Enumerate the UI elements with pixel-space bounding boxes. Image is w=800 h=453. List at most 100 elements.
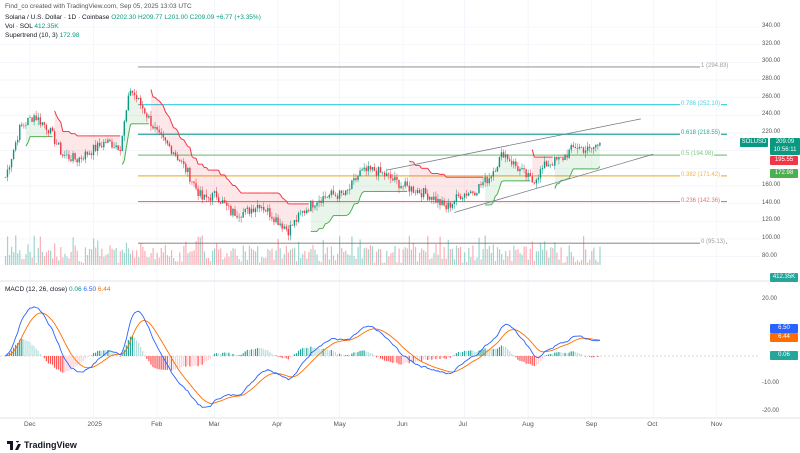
candle-body [295,220,298,222]
supertrend-fill [321,196,324,229]
candle-body [31,117,33,122]
macd-histogram-bar [177,356,179,370]
volume-bar [441,258,443,265]
volume-bar [9,255,11,265]
candle-body [207,197,210,198]
volume-bar [240,261,242,265]
macd-histogram-bar [357,351,359,356]
supertrend-fill [73,133,76,160]
macd-histogram-bar [58,356,60,370]
macd-histogram-bar [47,356,50,364]
macd-histogram-bar [156,356,158,369]
candle-body [224,200,226,203]
macd-histogram-bar [382,356,384,360]
supertrend-line [494,193,498,197]
macd-histogram-bar [263,349,265,356]
macd-histogram-bar [82,356,84,362]
supertrend-line [162,105,166,112]
candle-body [205,194,207,198]
macd-histogram-bar [218,353,220,356]
candle-body [359,170,361,176]
volume-legend[interactable]: Vol · SOL 412.35K [5,23,59,30]
supertrend-fill [155,97,158,130]
macd-legend[interactable]: MACD (12, 26, close) 0.06 6.50 6.44 [5,286,111,293]
volume-bar [140,242,142,265]
volume-bar [68,258,70,265]
price-axis-label: 80.00 [762,252,778,259]
candle-body [513,161,515,165]
candle-body [502,152,505,158]
macd-histogram-bar [572,351,574,356]
candle-body [213,191,216,193]
candle-body [506,154,509,160]
macd-histogram-bar [345,355,347,356]
volume-bar [4,256,7,265]
tradingview-logo[interactable]: TradingView [7,440,77,450]
volume-bar [109,245,111,265]
volume-bar [97,240,99,265]
macd-histogram-bar [201,356,203,365]
macd-histogram-bar [39,353,41,356]
supertrend-fill [466,177,469,196]
volume-bar [339,236,341,265]
candle-body [113,147,115,148]
volume-bar [591,251,593,265]
volume-bar [298,241,300,265]
candle-body [404,181,406,187]
macd-histogram-bar [86,356,88,358]
supertrend-legend[interactable]: Supertrend (10, 3) 172.98 [5,32,79,39]
candle-body [304,210,306,214]
macd-histogram-bar [17,343,19,356]
volume-bar [195,241,197,265]
candle-body [287,229,289,236]
volume-bar [566,256,568,265]
macd-tag: 6.50 [770,324,798,333]
macd-histogram-bar [230,354,232,356]
candle-body [531,176,533,183]
volume-bar [6,236,9,265]
candle-body [574,146,576,149]
candle-body [187,167,189,173]
volume-bar [357,247,359,265]
logo-text: TradingView [24,440,77,450]
candle-body [283,226,285,229]
volume-bar [80,261,82,265]
supertrend-line [68,131,72,135]
macd-histogram-bar [597,356,599,357]
supertrend-tag: 172.98 [770,169,798,178]
supertrend-fill [456,177,459,196]
supertrend-fill [181,139,184,164]
supertrend-line [570,168,574,174]
macd-histogram-bar [215,353,218,356]
macd-histogram-bar [101,350,103,356]
volume-bar [158,257,160,265]
supertrend-fill [167,114,170,147]
supertrend-line [531,149,535,158]
volume-bar [142,246,144,265]
candle-body [535,179,538,184]
supertrend-fill [239,190,242,218]
supertrend-fill [556,157,559,184]
candle-body [64,155,66,156]
candle-body [88,153,91,155]
symbol-name[interactable]: Solana / U.S. Dollar · 1D · Coinbase [5,14,110,21]
supertrend-fill [360,169,363,198]
supertrend-fill [42,122,45,137]
volume-bar [384,262,386,265]
volume-bar [76,250,78,265]
candle-body [201,190,203,200]
volume-bar [447,239,449,265]
supertrend-fill [374,170,377,192]
supertrend-line [498,181,502,189]
macd-histogram-bar [289,356,291,358]
supertrend-fill [44,124,47,137]
candle-body [236,215,238,218]
macd-axis-label: -20.00 [762,408,780,414]
candle-body [230,206,232,216]
supertrend-fill [472,177,475,196]
volume-bar [556,252,558,265]
supertrend-line [189,147,193,157]
supertrend-line [177,130,181,137]
macd-histogram-bar [486,349,488,356]
